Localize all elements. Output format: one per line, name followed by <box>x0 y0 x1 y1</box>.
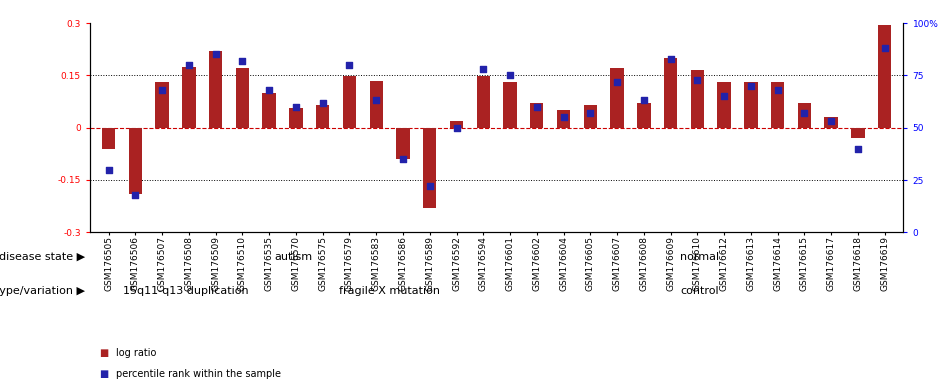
Point <box>797 110 812 116</box>
Bar <box>745 82 758 127</box>
Text: 15q11-q13 duplication: 15q11-q13 duplication <box>123 286 249 296</box>
Bar <box>342 76 356 127</box>
Bar <box>797 103 811 127</box>
Text: ■: ■ <box>99 369 109 379</box>
Bar <box>717 82 731 127</box>
Point <box>663 56 678 62</box>
Bar <box>129 127 142 194</box>
Point <box>342 62 357 68</box>
Bar <box>262 93 276 127</box>
Point <box>583 110 598 116</box>
Point <box>369 98 384 104</box>
Bar <box>771 82 784 127</box>
Point <box>449 124 464 131</box>
Point <box>476 66 491 72</box>
Point <box>744 83 759 89</box>
Bar <box>664 58 677 127</box>
Bar <box>503 82 517 127</box>
Point <box>422 183 437 189</box>
Bar <box>878 25 891 127</box>
Point <box>395 156 411 162</box>
Bar <box>851 127 865 138</box>
Point <box>502 72 517 78</box>
Point <box>262 87 277 93</box>
Point <box>877 45 892 51</box>
Bar <box>691 70 704 127</box>
Text: ■: ■ <box>99 348 109 358</box>
Text: autism: autism <box>274 252 312 262</box>
Point <box>609 79 624 85</box>
Bar <box>449 121 464 127</box>
Point <box>315 99 330 106</box>
Bar <box>155 82 168 127</box>
Bar <box>370 81 383 127</box>
Point <box>690 76 705 83</box>
Point <box>208 51 223 58</box>
Text: percentile rank within the sample: percentile rank within the sample <box>116 369 281 379</box>
Bar <box>825 117 838 127</box>
Point <box>235 58 250 64</box>
Bar <box>477 76 490 127</box>
Point <box>637 98 652 104</box>
Bar <box>289 109 303 127</box>
Bar <box>584 105 597 127</box>
Point <box>716 93 731 99</box>
Point <box>128 192 143 198</box>
Point <box>556 114 571 120</box>
Bar <box>236 68 249 127</box>
Point <box>154 87 169 93</box>
Bar <box>396 127 410 159</box>
Point <box>289 104 304 110</box>
Point <box>824 118 839 124</box>
Point <box>101 167 116 173</box>
Bar <box>610 68 623 127</box>
Bar <box>102 127 115 149</box>
Point <box>770 87 785 93</box>
Bar <box>557 110 570 127</box>
Point <box>182 62 197 68</box>
Point <box>529 104 544 110</box>
Text: fragile X mutation: fragile X mutation <box>339 286 440 296</box>
Text: genotype/variation ▶: genotype/variation ▶ <box>0 286 85 296</box>
Bar <box>183 67 196 127</box>
Bar <box>316 105 329 127</box>
Text: normal: normal <box>680 252 720 262</box>
Text: disease state ▶: disease state ▶ <box>0 252 85 262</box>
Point <box>850 146 866 152</box>
Bar <box>209 51 222 127</box>
Bar <box>423 127 436 208</box>
Bar <box>530 103 544 127</box>
Bar <box>638 103 651 127</box>
Text: control: control <box>681 286 719 296</box>
Text: log ratio: log ratio <box>116 348 157 358</box>
